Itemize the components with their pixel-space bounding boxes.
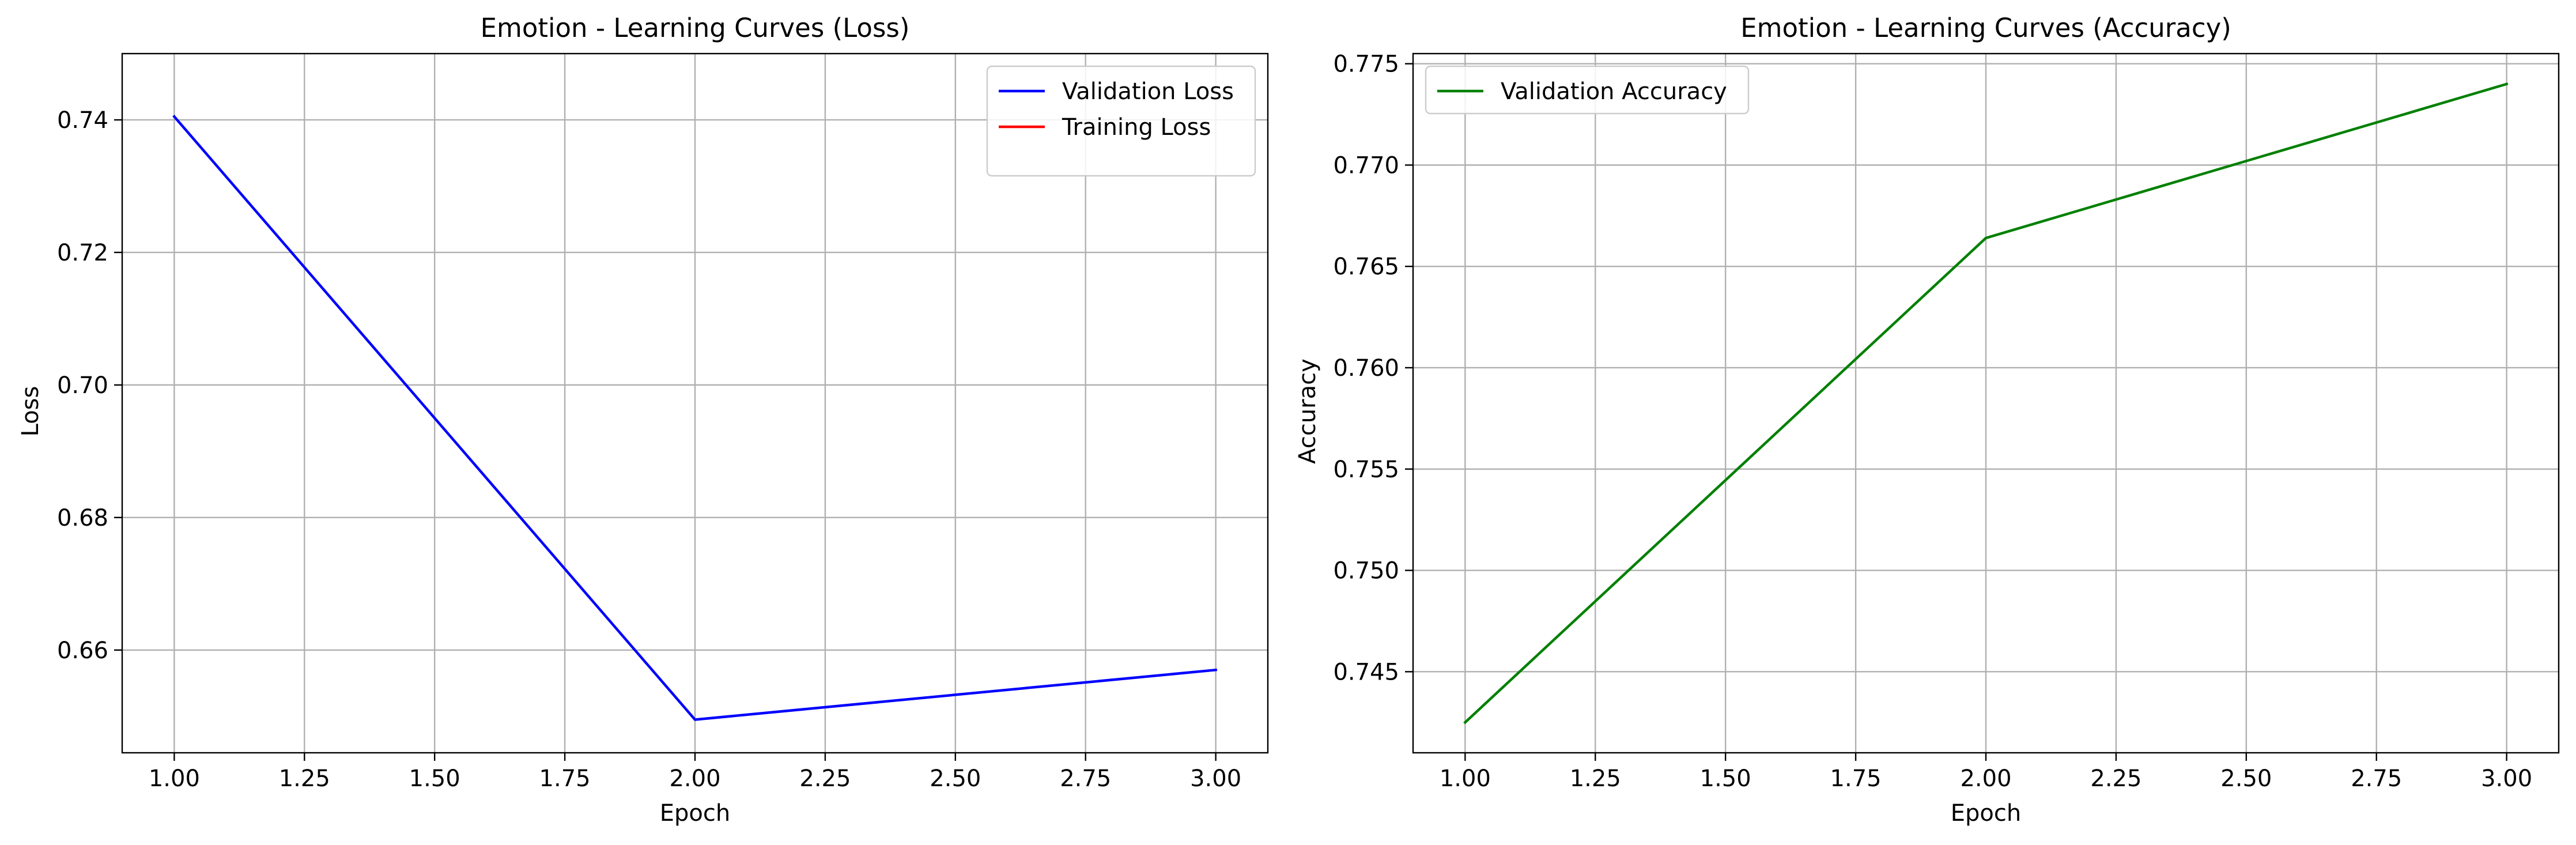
x-axis-label: Epoch bbox=[660, 800, 730, 827]
y-tick-label: 0.70 bbox=[57, 372, 108, 399]
legend-box bbox=[986, 65, 1256, 177]
x-tick-label: 1.50 bbox=[1700, 765, 1751, 792]
x-tick-label: 1.75 bbox=[1830, 765, 1882, 792]
legend-label-validation-accuracy: Validation Accuracy bbox=[1501, 78, 1727, 105]
x-tick-label: 1.75 bbox=[539, 765, 591, 792]
y-axis-label: Loss bbox=[17, 386, 44, 437]
y-tick-label: 0.72 bbox=[57, 240, 108, 266]
x-tick-label: 3.00 bbox=[1190, 765, 1241, 792]
x-tick-label: 3.00 bbox=[2481, 765, 2532, 792]
x-tick-label: 2.50 bbox=[2220, 765, 2272, 792]
x-tick-label: 2.00 bbox=[1960, 765, 2011, 792]
series-line-validation-accuracy bbox=[1463, 82, 2509, 725]
x-tick-label: 2.75 bbox=[2351, 765, 2402, 792]
y-tick-label: 0.66 bbox=[57, 637, 108, 664]
x-tick-label: 2.25 bbox=[799, 765, 851, 792]
x-tick-label: 1.25 bbox=[1570, 765, 1621, 792]
y-tick-label: 0.750 bbox=[1333, 558, 1399, 584]
legend: Validation Accuracy bbox=[1425, 65, 1750, 115]
y-tick-label: 0.68 bbox=[57, 505, 108, 531]
x-tick-label: 2.25 bbox=[2090, 765, 2141, 792]
legend-label-training-loss: Training Loss bbox=[1062, 114, 1211, 141]
y-tick-label: 0.770 bbox=[1333, 152, 1399, 179]
x-tick-label: 1.25 bbox=[279, 765, 330, 792]
legend: Validation Loss Training Loss bbox=[986, 65, 1256, 177]
loss-chart: 1.00 1.25 1.50 1.75 2.00 2.25 2.50 2.75 3.00 0.66… bbox=[17, 13, 1269, 827]
y-tick-label: 0.74 bbox=[57, 107, 108, 134]
series-line-validation-loss bbox=[172, 115, 1218, 721]
accuracy-chart: 1.00 1.25 1.50 1.75 2.00 2.25 2.50 2.75 3.00 0.74… bbox=[1294, 13, 2560, 827]
y-tick-label: 0.755 bbox=[1333, 457, 1399, 483]
x-tick-label: 1.50 bbox=[409, 765, 460, 792]
legend-label-validation-loss: Validation Loss bbox=[1062, 78, 1234, 105]
x-tick-label: 1.00 bbox=[149, 765, 200, 792]
x-tick-label: 2.50 bbox=[930, 765, 981, 792]
x-axis-label: Epoch bbox=[1951, 800, 2021, 827]
y-tick-label: 0.775 bbox=[1333, 51, 1399, 78]
y-tick-label: 0.765 bbox=[1333, 254, 1399, 280]
y-tick-label: 0.760 bbox=[1333, 355, 1399, 382]
x-tick-label: 2.00 bbox=[669, 765, 720, 792]
y-axis-label: Accuracy bbox=[1294, 359, 1321, 464]
x-tick-label: 1.00 bbox=[1440, 765, 1491, 792]
legend-box bbox=[1425, 65, 1750, 115]
chart-title: Emotion - Learning Curves (Accuracy) bbox=[1740, 13, 2231, 43]
y-tick-label: 0.745 bbox=[1333, 659, 1399, 685]
chart-title: Emotion - Learning Curves (Loss) bbox=[481, 13, 910, 43]
x-tick-label: 2.75 bbox=[1060, 765, 1111, 792]
